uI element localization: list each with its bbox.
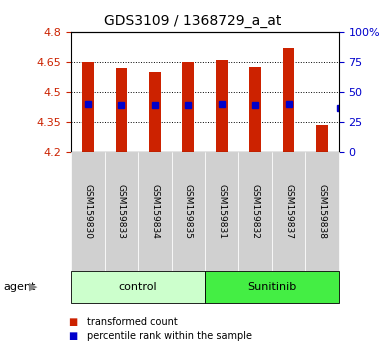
Text: GDS3109 / 1368729_a_at: GDS3109 / 1368729_a_at bbox=[104, 14, 281, 28]
Text: ■: ■ bbox=[69, 331, 78, 341]
Text: GSM159837: GSM159837 bbox=[284, 184, 293, 239]
Text: transformed count: transformed count bbox=[87, 317, 177, 327]
Text: percentile rank within the sample: percentile rank within the sample bbox=[87, 331, 252, 341]
Text: GSM159832: GSM159832 bbox=[251, 184, 260, 239]
Text: GSM159838: GSM159838 bbox=[318, 184, 326, 239]
Text: Sunitinib: Sunitinib bbox=[247, 282, 296, 292]
Bar bbox=[283, 48, 295, 152]
Text: ■: ■ bbox=[69, 317, 78, 327]
Bar bbox=[216, 60, 228, 152]
Text: GSM159831: GSM159831 bbox=[217, 184, 226, 239]
Text: GSM159833: GSM159833 bbox=[117, 184, 126, 239]
Text: GSM159835: GSM159835 bbox=[184, 184, 193, 239]
Text: agent: agent bbox=[4, 282, 36, 292]
Text: GSM159834: GSM159834 bbox=[150, 184, 159, 239]
Bar bbox=[182, 62, 194, 152]
Text: GSM159830: GSM159830 bbox=[84, 184, 92, 239]
Bar bbox=[316, 125, 328, 152]
Bar bbox=[116, 68, 127, 152]
Bar bbox=[249, 67, 261, 152]
Bar bbox=[149, 72, 161, 152]
Text: ▶: ▶ bbox=[28, 282, 37, 292]
Bar bbox=[82, 62, 94, 152]
Text: control: control bbox=[119, 282, 157, 292]
